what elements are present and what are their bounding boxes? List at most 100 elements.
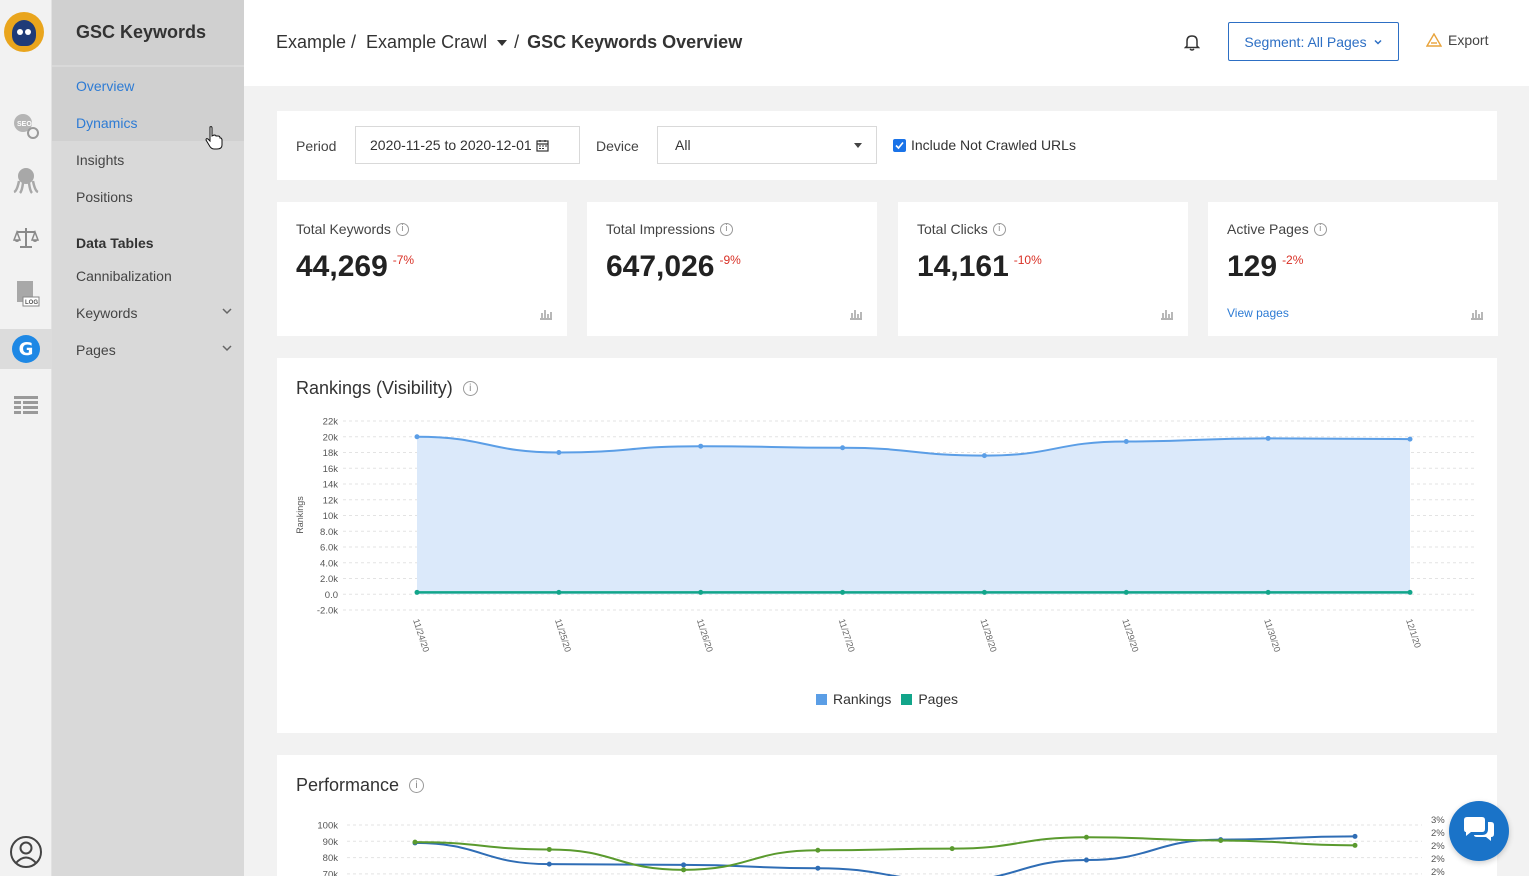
pages-point: [840, 589, 846, 595]
x-tick-label: 11/29/20: [1120, 618, 1140, 654]
kpi-title: Total Impressions: [606, 221, 715, 237]
info-icon[interactable]: i: [395, 222, 409, 236]
bar-chart-icon[interactable]: [1470, 308, 1484, 320]
x-tick-label: 11/27/20: [837, 618, 857, 654]
chevron-down-icon: [222, 345, 232, 352]
crawl-caret-icon[interactable]: [497, 39, 508, 46]
filter-bar: Period 2020-11-25 to 2020-12-01 Device A…: [277, 111, 1497, 180]
x-tick-label: 11/25/20: [553, 618, 573, 654]
info-icon[interactable]: i: [462, 381, 478, 396]
octopus-icon[interactable]: [0, 160, 52, 200]
y-tick-label-right: 2%: [1431, 841, 1445, 852]
kpi-card-total-keywords: Total Keywords i 44,269 -7%: [277, 202, 567, 336]
checkbox-checked-icon[interactable]: [893, 138, 906, 152]
export-label: Export: [1448, 32, 1489, 48]
user-account-icon[interactable]: [0, 832, 52, 872]
breadcrumb-crawl[interactable]: Example Crawl: [366, 32, 488, 52]
rankings-point: [698, 443, 704, 449]
y-tick-label: 0.0: [325, 590, 338, 601]
y-tick-label-right: 2%: [1431, 867, 1445, 876]
segment-dropdown[interactable]: Segment: All Pages: [1228, 22, 1399, 61]
performance-point: [1083, 857, 1089, 863]
scales-icon[interactable]: [0, 218, 52, 258]
seo-icon[interactable]: SEO: [0, 106, 52, 146]
bar-chart-icon[interactable]: [539, 308, 553, 320]
export-button[interactable]: Export: [1426, 32, 1488, 48]
y-tick-label: 16k: [323, 464, 339, 475]
top-header: Example / Example Crawl / GSC Keywords O…: [244, 0, 1529, 86]
y-tick-label: 6.0k: [320, 543, 338, 554]
view-pages-link[interactable]: View pages: [1227, 306, 1289, 320]
sidebar-item-label: Keywords: [76, 304, 138, 321]
y-tick-label: 18k: [323, 448, 339, 459]
period-value: 2020-11-25 to 2020-12-01: [370, 137, 532, 153]
rankings-point: [1407, 436, 1413, 442]
sidebar-item-positions[interactable]: Positions: [76, 188, 133, 205]
log-icon[interactable]: LOG: [0, 272, 52, 312]
table-icon[interactable]: [0, 385, 52, 425]
rankings-line: [416, 435, 1411, 457]
kpi-delta: -7%: [392, 253, 415, 267]
sidebar-item-cannibalization[interactable]: Cannibalization: [76, 267, 172, 284]
kpi-card-active-pages: Active Pages i 129 -2% View pages: [1208, 202, 1498, 336]
info-icon[interactable]: i: [992, 222, 1006, 236]
rankings-point: [981, 453, 987, 459]
kpi-card-total-impressions: Total Impressions i 647,026 -9%: [587, 202, 877, 336]
sidebar-item-pages[interactable]: Pages: [52, 331, 244, 368]
legend-item-rankings[interactable]: Rankings: [815, 691, 891, 707]
hand-cursor-icon: [205, 126, 223, 150]
performance-line-2: [414, 836, 1356, 871]
performance-point: [1083, 834, 1089, 840]
caret-down-icon: [854, 143, 862, 148]
info-icon[interactable]: i: [719, 222, 733, 236]
legend-item-pages[interactable]: Pages: [901, 691, 958, 707]
bar-chart-icon[interactable]: [849, 308, 863, 320]
performance-point: [546, 846, 552, 852]
pages-point: [981, 589, 987, 595]
app-logo[interactable]: [4, 12, 44, 52]
sidebar-item-overview[interactable]: Overview: [52, 67, 244, 104]
device-select[interactable]: All: [657, 126, 877, 164]
performance-point: [681, 862, 687, 868]
sidebar-item-keywords[interactable]: Keywords: [52, 294, 244, 331]
bar-chart-icon[interactable]: [1160, 308, 1174, 320]
info-icon[interactable]: i: [409, 778, 425, 793]
include-not-crawled-label: Include Not Crawled URLs: [911, 137, 1076, 153]
google-icon[interactable]: G: [0, 329, 52, 369]
performance-point: [681, 867, 687, 873]
sidebar-item-insights[interactable]: Insights: [76, 151, 125, 168]
breadcrumb-separator: /: [514, 32, 520, 52]
rankings-title: Rankings (Visibility): [296, 378, 453, 398]
info-icon[interactable]: i: [1313, 222, 1327, 236]
pages-point: [414, 589, 420, 595]
performance-point: [815, 847, 821, 853]
rankings-point: [840, 445, 846, 451]
period-date-picker[interactable]: 2020-11-25 to 2020-12-01: [355, 126, 580, 164]
rankings-point: [414, 434, 420, 440]
chat-button[interactable]: [1449, 801, 1509, 861]
bell-icon[interactable]: [1184, 34, 1200, 51]
segment-label: Segment: All Pages: [1244, 33, 1367, 50]
rankings-point: [556, 450, 562, 455]
kpi-value: 44,269: [296, 250, 388, 283]
breadcrumb: Example / Example Crawl / GSC Keywords O…: [276, 32, 742, 53]
breadcrumb-project[interactable]: Example /: [276, 32, 357, 52]
x-tick-label: 11/30/20: [1262, 618, 1282, 654]
y-tick-label-right: 2%: [1431, 828, 1445, 839]
x-tick-label: 12/1/20: [1404, 618, 1423, 650]
include-not-crawled-checkbox[interactable]: Include Not Crawled URLs: [893, 137, 1076, 153]
sidebar-title: GSC Keywords: [52, 0, 244, 65]
y-tick-label-right: 3%: [1431, 815, 1445, 826]
y-tick-label: 80k: [323, 853, 339, 864]
y-tick-label: 12k: [323, 495, 339, 506]
y-tick-label: 8.0k: [320, 527, 338, 538]
pages-point: [556, 589, 562, 595]
kpi-title: Active Pages: [1227, 221, 1309, 237]
pages-point: [698, 589, 704, 595]
performance-point: [1352, 833, 1358, 839]
y-axis-label: Rankings: [295, 496, 305, 534]
rankings-chart: 22k 20k 18k 16k 14k 12k 10k 8.0k 6.0k 4.0k 2.0k 0.0…: [295, 417, 1477, 654]
performance-point: [949, 846, 955, 852]
